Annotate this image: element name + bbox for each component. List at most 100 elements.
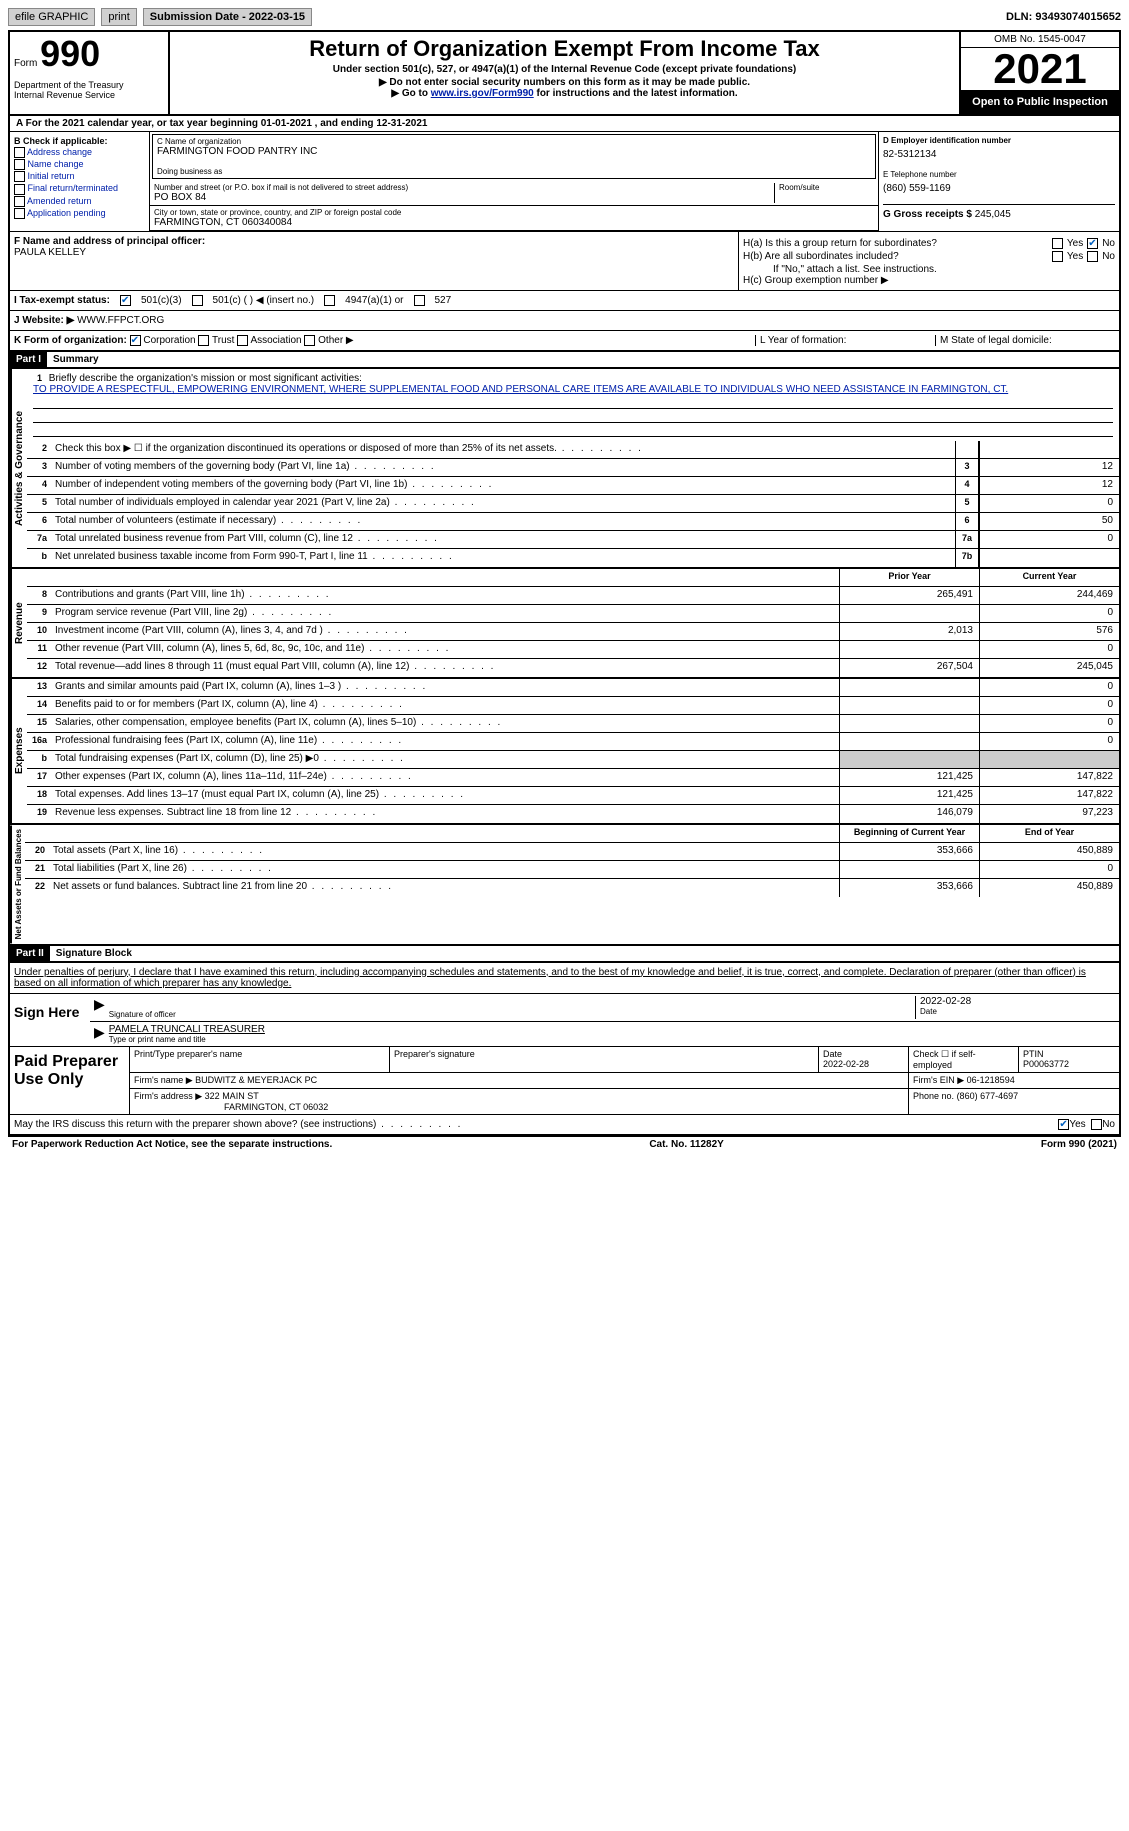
dept-label: Department of the Treasury Internal Reve… bbox=[14, 80, 164, 100]
org-city: FARMINGTON, CT 060340084 bbox=[154, 217, 874, 228]
gross-value: 245,045 bbox=[975, 209, 1011, 220]
cb-amended-return[interactable]: Amended return bbox=[14, 196, 145, 207]
cb-assoc[interactable] bbox=[237, 335, 248, 346]
discuss-yes[interactable] bbox=[1058, 1119, 1069, 1130]
firm-addr1: 322 MAIN ST bbox=[205, 1091, 259, 1101]
line-17-prior: 121,425 bbox=[839, 769, 979, 786]
k-label: K Form of organization: bbox=[14, 335, 127, 346]
tax-year: 2021 bbox=[961, 48, 1119, 90]
line-b-current bbox=[979, 751, 1119, 768]
line-8-current: 244,469 bbox=[979, 587, 1119, 604]
irs-link[interactable]: www.irs.gov/Form990 bbox=[431, 88, 534, 99]
form-subtitle: Under section 501(c), 527, or 4947(a)(1)… bbox=[174, 64, 955, 75]
line-5-value: 0 bbox=[979, 495, 1119, 512]
form-label: Form bbox=[14, 58, 37, 69]
cb-name-change[interactable]: Name change bbox=[14, 159, 145, 170]
line-4-text: Number of independent voting members of … bbox=[51, 477, 955, 494]
form-title: Return of Organization Exempt From Incom… bbox=[174, 36, 955, 62]
cb-application-pending[interactable]: Application pending bbox=[14, 208, 145, 219]
dln: DLN: 93493074015652 bbox=[1006, 11, 1121, 23]
line-16a-current: 0 bbox=[979, 733, 1119, 750]
line-21-current: 0 bbox=[979, 861, 1119, 878]
line-5-text: Total number of individuals employed in … bbox=[51, 495, 955, 512]
prep-name-header: Print/Type preparer's name bbox=[130, 1047, 390, 1072]
part1-title: Summary bbox=[47, 352, 105, 367]
cb-501c[interactable] bbox=[192, 295, 203, 306]
m-state: M State of legal domicile: bbox=[935, 335, 1115, 346]
check-b-label: B Check if applicable: bbox=[14, 136, 145, 146]
cb-501c3[interactable] bbox=[120, 295, 131, 306]
line-16a-text: Professional fundraising fees (Part IX, … bbox=[51, 733, 839, 750]
begin-year-header: Beginning of Current Year bbox=[839, 825, 979, 842]
line-3-text: Number of voting members of the governin… bbox=[51, 459, 955, 476]
line-14-text: Benefits paid to or for members (Part IX… bbox=[51, 697, 839, 714]
sign-here: Sign Here bbox=[10, 994, 90, 1046]
mission-label: Briefly describe the organization's miss… bbox=[49, 373, 362, 384]
line-22-prior: 353,666 bbox=[839, 879, 979, 897]
ha-no[interactable] bbox=[1087, 238, 1098, 249]
cb-527[interactable] bbox=[414, 295, 425, 306]
line-6-text: Total number of volunteers (estimate if … bbox=[51, 513, 955, 530]
org-name: FARMINGTON FOOD PANTRY INC bbox=[157, 146, 871, 157]
line-17-text: Other expenses (Part IX, column (A), lin… bbox=[51, 769, 839, 786]
sig-arrow2-icon: ▶ bbox=[94, 1024, 105, 1044]
line-8-prior: 265,491 bbox=[839, 587, 979, 604]
h-b-note: If "No," attach a list. See instructions… bbox=[743, 264, 1115, 275]
prep-sig-header: Preparer's signature bbox=[390, 1047, 819, 1072]
line-13-current: 0 bbox=[979, 679, 1119, 696]
prep-self-emp: Check ☐ if self-employed bbox=[909, 1047, 1019, 1072]
line-21-text: Total liabilities (Part X, line 26) bbox=[49, 861, 839, 878]
discuss-no[interactable] bbox=[1091, 1119, 1102, 1130]
side-net-assets: Net Assets or Fund Balances bbox=[10, 825, 25, 943]
print-button[interactable]: print bbox=[101, 8, 136, 26]
part2-header: Part II bbox=[10, 946, 50, 961]
website-label: J Website: ▶ bbox=[14, 315, 74, 326]
gross-label: G Gross receipts $ bbox=[883, 209, 972, 220]
cb-address-change[interactable]: Address change bbox=[14, 147, 145, 158]
line-17-current: 147,822 bbox=[979, 769, 1119, 786]
org-name-label: C Name of organization bbox=[157, 137, 871, 146]
period-row: A For the 2021 calendar year, or tax yea… bbox=[10, 116, 1119, 132]
phone-value: (860) 559-1169 bbox=[883, 179, 1115, 198]
prep-ptin: P00063772 bbox=[1023, 1059, 1069, 1069]
line-10-text: Investment income (Part VIII, column (A)… bbox=[51, 623, 839, 640]
cb-initial-return[interactable]: Initial return bbox=[14, 171, 145, 182]
firm-name: BUDWITZ & MEYERJACK PC bbox=[195, 1075, 317, 1085]
line-9-current: 0 bbox=[979, 605, 1119, 622]
line-19-current: 97,223 bbox=[979, 805, 1119, 823]
line-11-current: 0 bbox=[979, 641, 1119, 658]
cb-final-return[interactable]: Final return/terminated bbox=[14, 183, 145, 194]
hb-no[interactable] bbox=[1087, 251, 1098, 262]
line-3-value: 12 bbox=[979, 459, 1119, 476]
cb-other[interactable] bbox=[304, 335, 315, 346]
toolbar: efile GRAPHIC print Submission Date - 20… bbox=[8, 8, 1121, 26]
line-8-text: Contributions and grants (Part VIII, lin… bbox=[51, 587, 839, 604]
firm-addr2: FARMINGTON, CT 06032 bbox=[134, 1102, 328, 1112]
cb-trust[interactable] bbox=[198, 335, 209, 346]
open-inspection: Open to Public Inspection bbox=[961, 90, 1119, 114]
line-11-text: Other revenue (Part VIII, column (A), li… bbox=[51, 641, 839, 658]
side-governance: Activities & Governance bbox=[10, 369, 27, 567]
current-year-header: Current Year bbox=[979, 569, 1119, 586]
line-4-value: 12 bbox=[979, 477, 1119, 494]
dba-label: Doing business as bbox=[157, 167, 871, 176]
footer-mid: Cat. No. 11282Y bbox=[649, 1139, 723, 1150]
line-18-text: Total expenses. Add lines 13–17 (must eq… bbox=[51, 787, 839, 804]
firm-ein: 06-1218594 bbox=[967, 1075, 1015, 1085]
website-value: WWW.FFPCT.ORG bbox=[77, 315, 164, 326]
sig-arrow-icon: ▶ bbox=[94, 996, 105, 1019]
line-9-prior bbox=[839, 605, 979, 622]
cb-corp[interactable] bbox=[130, 335, 141, 346]
footer-left: For Paperwork Reduction Act Notice, see … bbox=[12, 1139, 332, 1150]
h-a: H(a) Is this a group return for subordin… bbox=[743, 238, 1048, 249]
hb-yes[interactable] bbox=[1052, 251, 1063, 262]
line-15-text: Salaries, other compensation, employee b… bbox=[51, 715, 839, 732]
ein-value: 82-5312134 bbox=[883, 145, 1115, 164]
form-number: 990 bbox=[40, 33, 100, 74]
prep-date: 2022-02-28 bbox=[823, 1059, 869, 1069]
ha-yes[interactable] bbox=[1052, 238, 1063, 249]
side-revenue: Revenue bbox=[10, 569, 27, 677]
cb-4947[interactable] bbox=[324, 295, 335, 306]
efile-button[interactable]: efile GRAPHIC bbox=[8, 8, 95, 26]
l-year: L Year of formation: bbox=[755, 335, 935, 346]
